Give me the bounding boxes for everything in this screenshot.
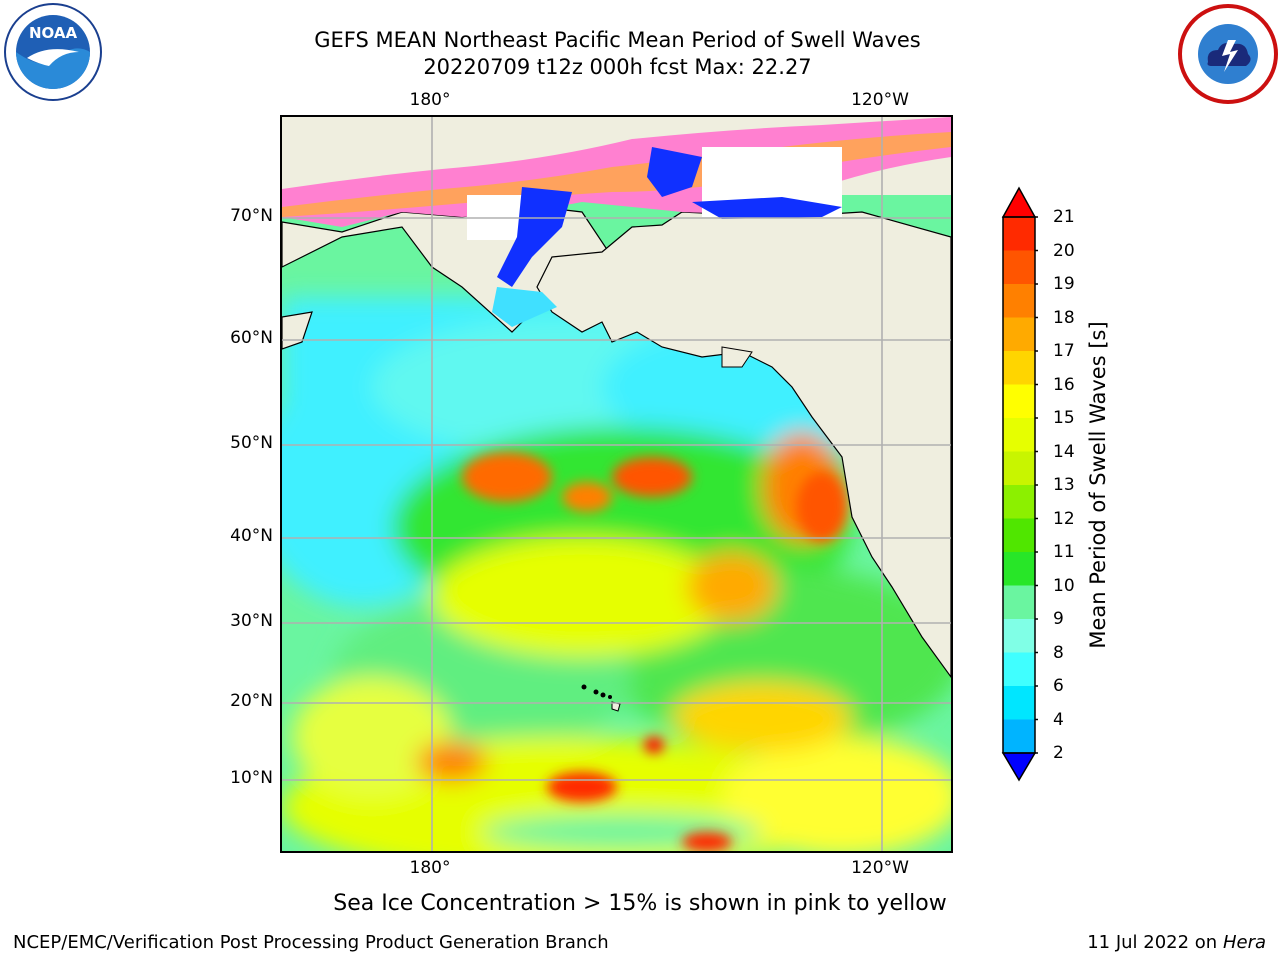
colorbar-segment	[1003, 485, 1035, 519]
svg-text:NOAA: NOAA	[29, 24, 78, 42]
sea-ice-blue-beaufort	[692, 197, 842, 219]
sea-ice-note: Sea Ice Concentration > 15% is shown in …	[333, 891, 947, 916]
swell-period-map	[282, 117, 951, 851]
colorbar-tick-label: 13	[1053, 475, 1075, 495]
colorbar-under-arrow	[1001, 752, 1037, 782]
sea-ice-blue-bering-strait	[497, 187, 572, 287]
colorbar-segment	[1003, 418, 1035, 452]
colorbar-over-arrow	[1001, 186, 1037, 218]
colorbar-tick-label: 16	[1053, 374, 1075, 395]
lon-label-bottom-120w: 120°W	[851, 858, 909, 878]
lon-label-top-120w: 120°W	[851, 90, 909, 110]
colorbar-segment	[1003, 719, 1035, 754]
colorbar-tick-label: 9	[1053, 609, 1064, 629]
colorbar-tick-label: 15	[1053, 408, 1075, 428]
page-subtitle: 20220709 t12z 000h fcst Max: 22.27	[423, 55, 812, 79]
lat-label-50n: 50°N	[230, 433, 273, 453]
map-panel	[280, 115, 953, 853]
colorbar-label: Mean Period of Swell Waves [s]	[1086, 321, 1110, 649]
colorbar-tick-label: 6	[1053, 676, 1064, 696]
colorbar-segment	[1003, 585, 1035, 620]
lat-label-30n: 30°N	[230, 611, 273, 631]
colorbar-tick-label: 4	[1053, 709, 1064, 730]
colorbar-tick-label: 10	[1053, 575, 1075, 596]
colorbar-segment	[1003, 384, 1035, 419]
footer-machine: Hera	[1222, 932, 1266, 953]
lon-label-top-180: 180°	[409, 90, 451, 110]
colorbar-segment	[1003, 686, 1035, 720]
colorbar-segment	[1003, 652, 1035, 687]
footer-date-text: 11 Jul 2022 on	[1087, 932, 1223, 953]
nws-logo	[1178, 4, 1278, 104]
colorbar-tick-label: 18	[1053, 307, 1075, 328]
bering-sea-cyan	[492, 287, 557, 327]
colorbar-segment	[1003, 619, 1035, 653]
colorbar-tick-label: 21	[1053, 207, 1075, 227]
colorbar	[1001, 186, 1038, 782]
colorbar-tick-label: 14	[1053, 441, 1075, 462]
colorbar-tick-label: 20	[1053, 240, 1075, 261]
colorbar-segment	[1003, 317, 1035, 352]
colorbar-tick-label: 17	[1053, 341, 1075, 361]
colorbar-tick-label: 11	[1053, 542, 1075, 562]
lat-label-70n: 70°N	[230, 206, 273, 226]
colorbar-tick-label: 8	[1053, 642, 1064, 663]
colorbar-segment	[1003, 217, 1035, 251]
noaa-logo: NOAA	[3, 2, 103, 102]
graticule	[282, 117, 951, 851]
lat-label-60n: 60°N	[230, 328, 273, 348]
colorbar-tick-label: 19	[1053, 274, 1075, 294]
land-alaska-peninsula	[721, 346, 753, 368]
lat-label-40n: 40°N	[230, 526, 273, 546]
colorbar-segment	[1003, 552, 1035, 586]
footer-date: 11 Jul 2022 on Hera	[1087, 932, 1266, 953]
lat-label-20n: 20°N	[230, 691, 273, 711]
noaa-logo-icon: NOAA	[4, 3, 102, 101]
sea-ice-blue-north	[647, 147, 702, 197]
colorbar-segment	[1003, 284, 1035, 318]
colorbar-tick-label: 12	[1053, 508, 1075, 529]
colorbar-tick-label: 2	[1053, 743, 1064, 763]
lat-label-10n: 10°N	[230, 768, 273, 788]
colorbar-segment	[1003, 351, 1035, 385]
colorbar-segment	[1003, 250, 1035, 285]
page-title: GEFS MEAN Northeast Pacific Mean Period …	[314, 28, 921, 52]
colorbar-segment	[1003, 518, 1035, 553]
footer-credit: NCEP/EMC/Verification Post Processing Pr…	[13, 932, 609, 953]
national-weather-service-logo-icon	[1178, 4, 1278, 104]
lon-label-bottom-180: 180°	[409, 858, 451, 878]
colorbar-segment	[1003, 451, 1035, 486]
